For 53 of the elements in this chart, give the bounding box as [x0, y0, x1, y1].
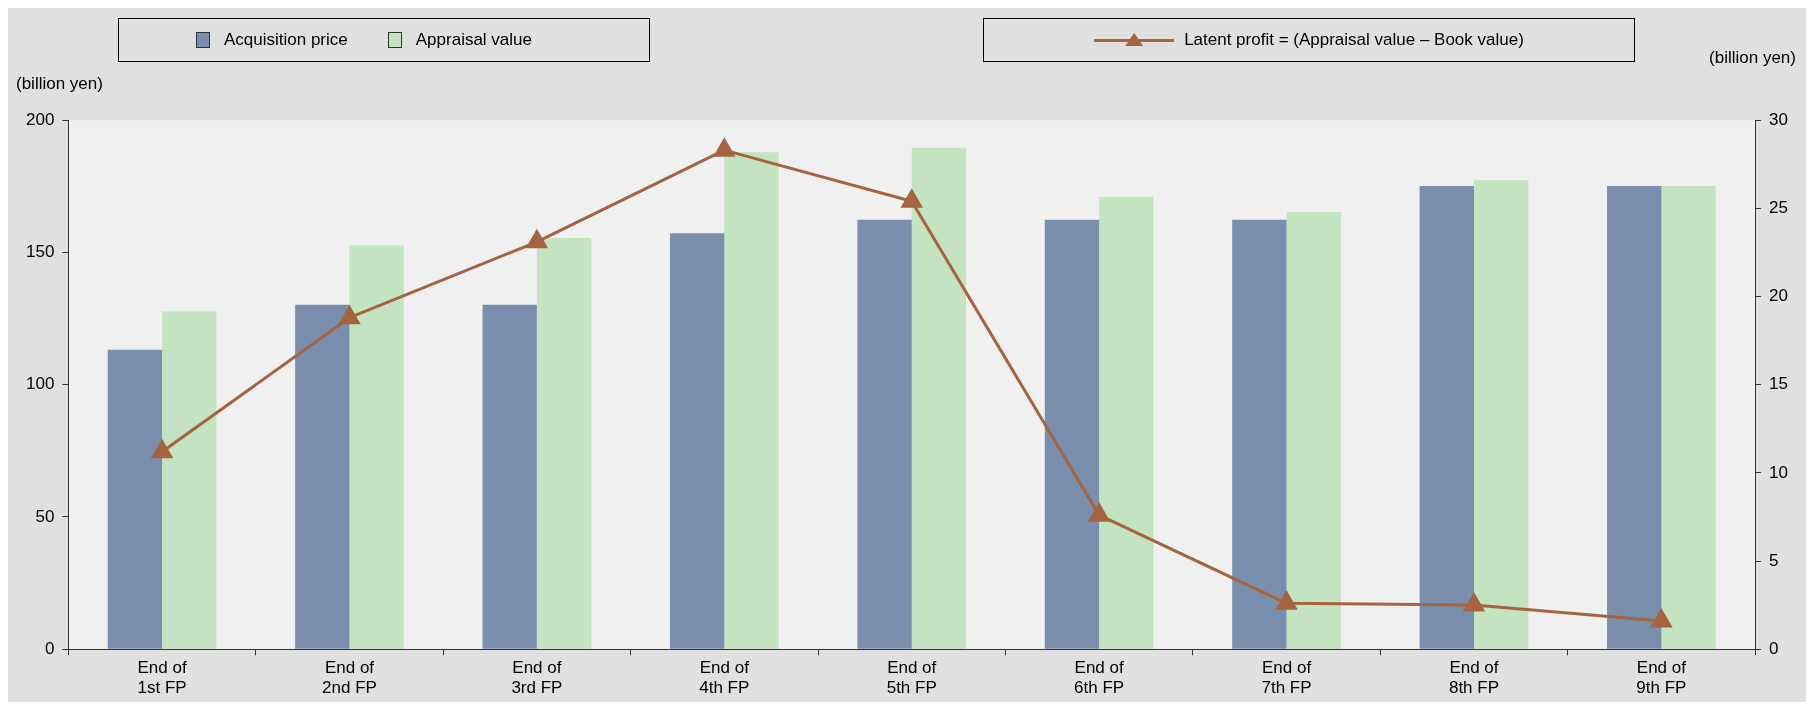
bar [1286, 211, 1341, 649]
y2-tick-label: 15 [1769, 374, 1789, 394]
point [1463, 593, 1485, 612]
x-tick-label: End of 7th FP [1261, 658, 1312, 698]
x-tick-label: End of 6th FP [1074, 658, 1125, 698]
point [1088, 503, 1110, 522]
point [151, 440, 173, 459]
x-tick-label: End of 1st FP [137, 658, 187, 698]
y2-tick-label: 30 [1769, 109, 1789, 129]
y2-tick-label: 25 [1769, 198, 1789, 218]
bar [724, 152, 779, 649]
y2-tick-label: 0 [1769, 638, 1779, 658]
bar [482, 304, 537, 649]
y-tick-label: 100 [25, 374, 55, 394]
point [526, 230, 548, 249]
point [901, 189, 922, 208]
legend-label: Appraisal value [415, 30, 533, 50]
y-axis-title: (billion yen) [16, 74, 103, 94]
bar [1661, 186, 1716, 649]
bar [857, 219, 912, 649]
bar [295, 304, 350, 649]
x-tick-label: End of 9th FP [1636, 658, 1687, 698]
bar [1473, 180, 1529, 649]
point [1651, 609, 1672, 628]
legend-label: Acquisition price [223, 30, 348, 50]
y-tick-label: 50 [35, 506, 55, 526]
point [714, 138, 735, 157]
x-tick-label: End of 5th FP [886, 658, 937, 698]
x-tick-label: End of 3rd FP [511, 658, 563, 698]
bar [162, 311, 217, 649]
point [1276, 591, 1297, 610]
bar [1419, 186, 1474, 649]
y-tick-label: 200 [25, 109, 55, 129]
bar [911, 147, 967, 649]
x-tick-label: End of 8th FP [1448, 658, 1500, 698]
point [339, 306, 360, 325]
y2-axis-title: (billion yen) [1709, 48, 1796, 68]
bar [349, 245, 404, 649]
bar [1607, 186, 1662, 649]
bar [1044, 219, 1100, 649]
y-tick-label: 0 [44, 638, 55, 658]
y-tick-label: 150 [25, 242, 55, 262]
y2-tick-label: 10 [1769, 462, 1789, 482]
legend-label: Latent profit = (Appraisal value – Book value) [1184, 30, 1524, 50]
x-tick-label: End of 2nd FP [322, 658, 377, 698]
bar [536, 237, 592, 649]
bar [1099, 196, 1154, 649]
bar [669, 233, 725, 649]
y2-tick-label: 5 [1769, 550, 1779, 570]
y2-tick-label: 20 [1769, 286, 1789, 306]
x-tick-label: End of 4th FP [699, 658, 750, 698]
bar [107, 349, 163, 649]
bar [1232, 219, 1287, 649]
